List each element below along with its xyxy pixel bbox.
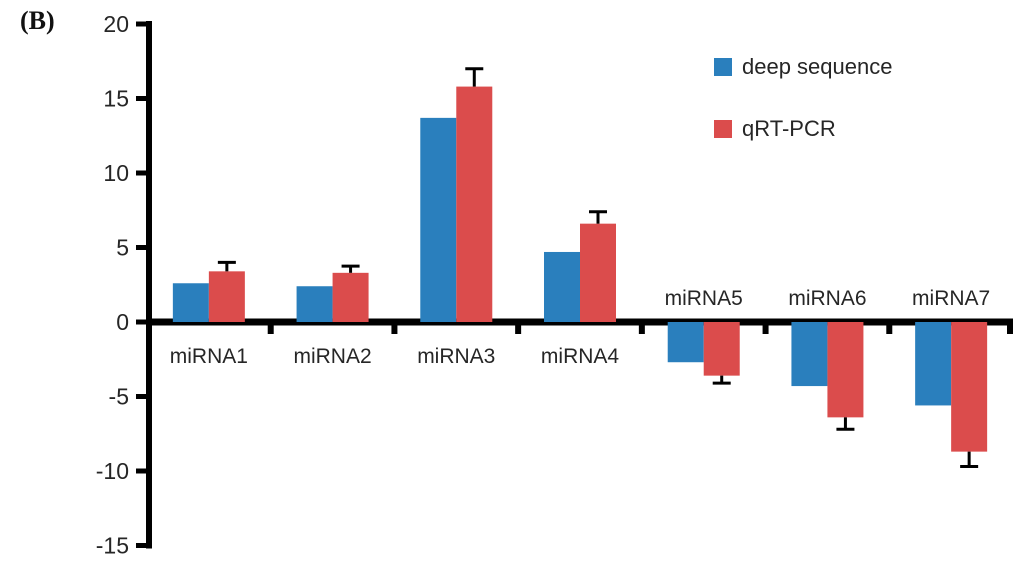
y-axis-tick-label: 15 <box>103 86 129 112</box>
y-axis-tick-label: -5 <box>109 384 129 410</box>
category-label-miRNA6: miRNA6 <box>788 287 866 310</box>
bar-deep-sequence-miRNA4 <box>544 251 580 322</box>
y-axis-tick-label: 20 <box>103 11 129 37</box>
legend-item-deep-sequence: deep sequence <box>714 54 892 80</box>
category-label-miRNA7: miRNA7 <box>912 287 990 310</box>
y-axis-tick-label: 5 <box>116 235 129 261</box>
bar-qrt-pcr-miRNA4 <box>580 223 616 322</box>
bar-deep-sequence-miRNA7 <box>915 322 952 406</box>
bar-deep-sequence-miRNA5 <box>667 322 704 363</box>
panel-label: (B) <box>20 6 55 35</box>
bar-qrt-pcr-miRNA2 <box>332 272 369 322</box>
bar-deep-sequence-miRNA1 <box>172 283 209 322</box>
y-axis-tick-label: 0 <box>116 309 129 335</box>
legend-swatch-deep-sequence-icon <box>714 58 732 76</box>
y-axis-tick-label: -15 <box>96 533 129 559</box>
y-axis-tick-label: -10 <box>96 458 129 484</box>
bar-qrt-pcr-miRNA3 <box>456 86 493 322</box>
bar-qrt-pcr-miRNA1 <box>208 271 245 322</box>
legend-swatch-qrt-pcr-icon <box>714 120 732 138</box>
bar-qrt-pcr-miRNA7 <box>951 322 988 452</box>
bar-qrt-pcr-miRNA6 <box>827 322 864 418</box>
bar-deep-sequence-miRNA6 <box>791 322 828 387</box>
legend-label-qrt-pcr: qRT-PCR <box>742 116 836 141</box>
legend: deep sequence qRT-PCR <box>714 54 892 142</box>
category-label-miRNA5: miRNA5 <box>665 287 743 310</box>
category-label-miRNA4: miRNA4 <box>541 345 619 368</box>
legend-label-deep-sequence: deep sequence <box>742 54 893 79</box>
bar-deep-sequence-miRNA2 <box>296 286 333 322</box>
category-label-miRNA3: miRNA3 <box>417 345 495 368</box>
category-label-miRNA2: miRNA2 <box>293 345 371 368</box>
bar-qrt-pcr-miRNA5 <box>703 322 740 376</box>
y-axis-tick-label: 10 <box>103 160 129 186</box>
legend-item-qrt-pcr: qRT-PCR <box>714 116 892 142</box>
category-label-miRNA1: miRNA1 <box>170 345 248 368</box>
bar-deep-sequence-miRNA3 <box>420 117 457 323</box>
